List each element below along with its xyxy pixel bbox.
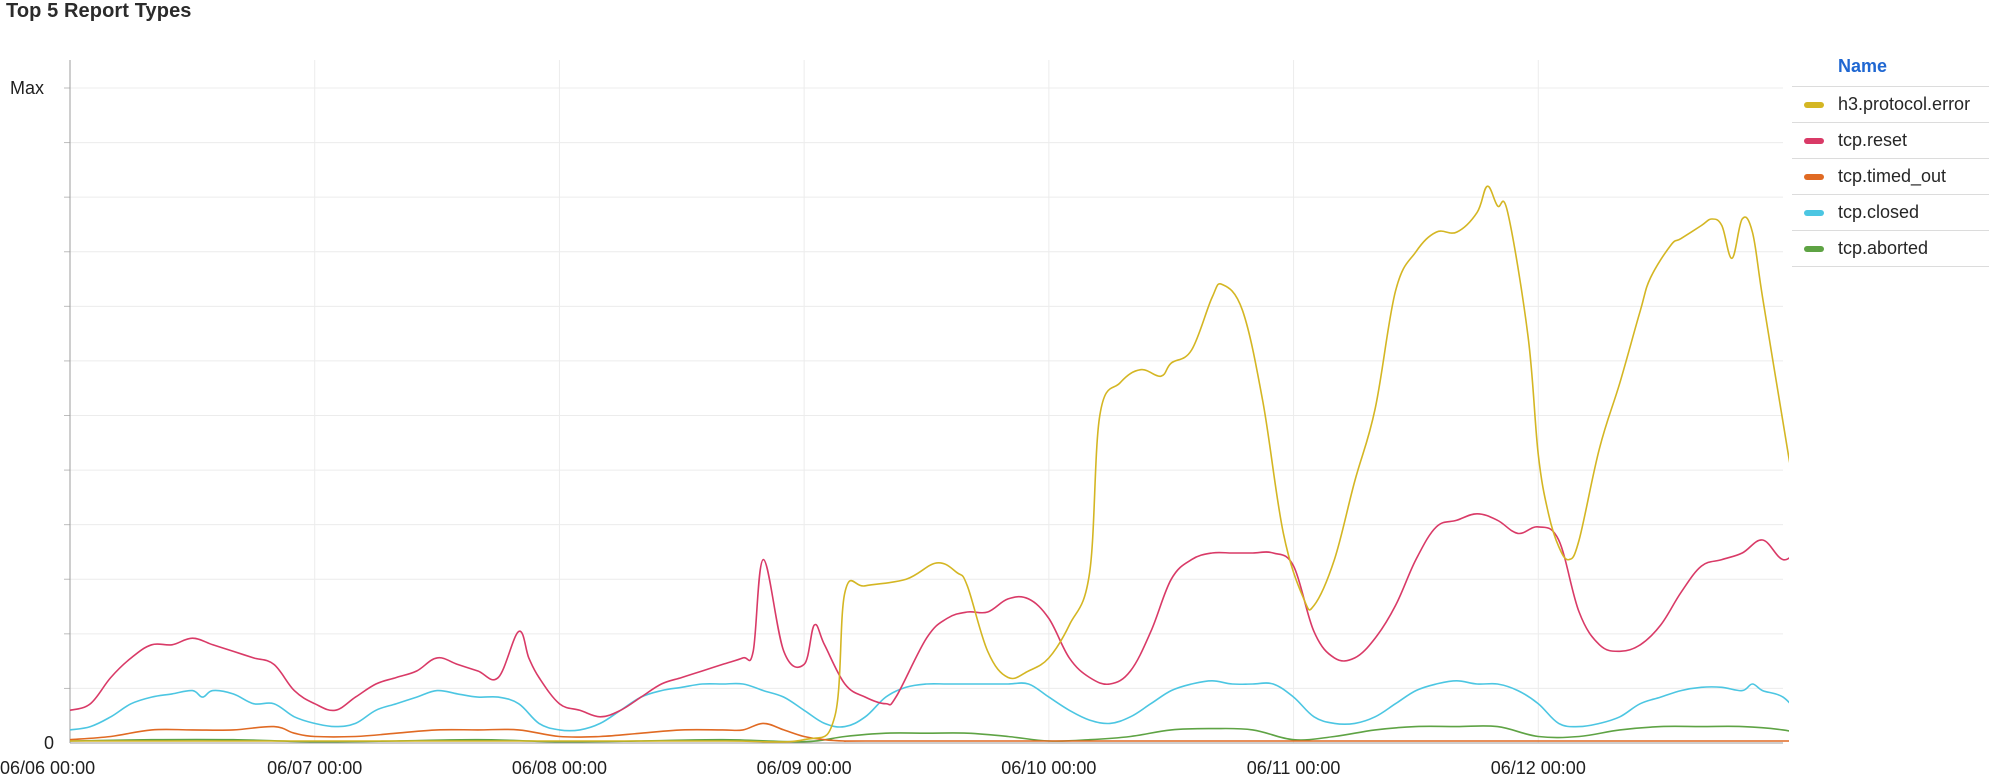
series-line-h3-protocol-error[interactable] (70, 185, 1789, 743)
x-tick-label: 06/06 00:00 (0, 758, 95, 778)
legend-item[interactable]: tcp.reset (1792, 123, 1989, 159)
x-tick-label: 06/11 00:00 (1247, 758, 1341, 778)
chart-title: Top 5 Report Types (6, 0, 192, 22)
x-tick-label: 06/07 00:00 (267, 758, 362, 778)
series-line-tcp-reset[interactable] (69, 513, 1789, 718)
legend-swatch (1804, 137, 1824, 144)
legend-header[interactable]: Name (1792, 46, 1989, 87)
x-tick-label: 06/10 00:00 (1001, 758, 1096, 778)
legend-item[interactable]: tcp.closed (1792, 195, 1989, 231)
legend-label: tcp.timed_out (1838, 166, 1947, 186)
series-line-tcp-aborted[interactable] (69, 725, 1789, 743)
legend-label: h3.protocol.error (1838, 94, 1971, 114)
x-tick-label: 06/08 00:00 (512, 758, 607, 778)
legend-label: tcp.closed (1838, 202, 1920, 222)
chart-series (69, 185, 1789, 743)
legend-label: tcp.reset (1838, 130, 1908, 150)
legend-swatch (1804, 173, 1824, 180)
legend-item[interactable]: h3.protocol.error (1792, 87, 1989, 123)
chart-grid (70, 60, 1783, 743)
legend-item[interactable]: tcp.timed_out (1792, 159, 1989, 195)
chart-axes (64, 60, 1783, 744)
legend: Name h3.protocol.error tcp.reset tcp.timed… (1792, 46, 1989, 267)
series-line-tcp-timed-out[interactable] (69, 722, 1789, 742)
chart-tick-labels: 0 Max 06/06 00:00 06/07 00:00 06/08 00:00 06/… (0, 78, 1586, 778)
legend-swatch (1804, 245, 1824, 252)
y-tick-label-max: Max (10, 78, 44, 98)
series-line-tcp-closed[interactable] (69, 680, 1789, 732)
legend-swatch (1804, 209, 1824, 216)
legend-item[interactable]: tcp.aborted (1792, 231, 1989, 267)
line-chart: 0 Max 06/06 00:00 06/07 00:00 06/08 00:00 06/… (0, 60, 1789, 778)
x-tick-label: 06/12 00:00 (1491, 758, 1586, 778)
legend-label: tcp.aborted (1838, 238, 1929, 258)
legend-swatch (1804, 101, 1824, 108)
y-tick-label-zero: 0 (44, 733, 54, 753)
x-tick-label: 06/09 00:00 (757, 758, 852, 778)
